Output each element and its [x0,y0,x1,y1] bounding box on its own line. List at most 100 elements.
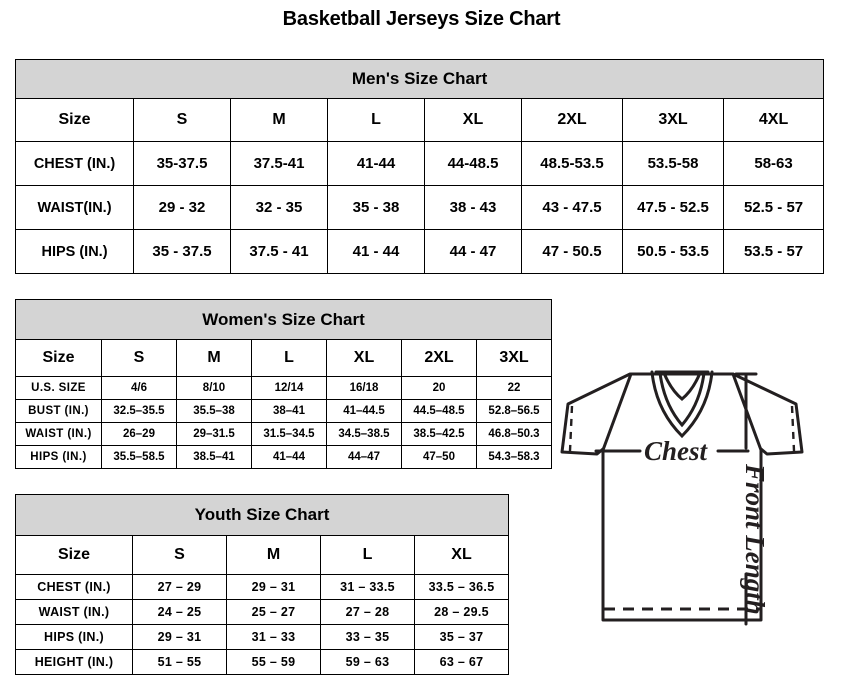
womens-waist-m: 29–31.5 [176,422,252,446]
womens-caption-row: Women's Size Chart [14,299,553,340]
mens-row-label-hips: HIPS (IN.) [15,229,134,274]
youth-col-header-xl: XL [413,535,510,575]
mens-waist-s: 29 - 32 [133,185,231,230]
womens-chart-caption: Women's Size Chart [14,299,553,340]
womens-size-chart-table: Women's Size Chart Size S M L XL 2XL 3XL… [14,299,553,469]
womens-col-header-xl: XL [326,339,402,377]
table-row: CHEST (IN.) 27 – 29 29 – 31 31 – 33.5 33… [15,574,510,600]
womens-bust-xl: 41–44.5 [326,399,402,423]
youth-row-label-height: HEIGHT (IN.) [15,649,133,675]
table-row: WAIST (IN.) 24 – 25 25 – 27 27 – 28 28 –… [15,599,510,625]
youth-chest-s: 27 – 29 [132,574,227,600]
womens-hips-l: 41–44 [251,445,327,469]
mens-chart-caption: Men's Size Chart [14,59,825,99]
mens-row-label-chest: CHEST (IN.) [15,141,134,186]
mens-chest-m: 37.5-41 [230,141,328,186]
womens-hips-xl: 44–47 [326,445,402,469]
jersey-body-shape [601,372,763,622]
youth-row-label-waist: WAIST (IN.) [15,599,133,625]
youth-waist-l: 27 – 28 [320,599,415,625]
mens-chest-3xl: 53.5-58 [622,141,724,186]
womens-hips-2xl: 47–50 [401,445,477,469]
womens-row-label-us-size: U.S. SIZE [15,376,102,400]
table-row: CHEST (IN.) 35-37.5 37.5-41 41-44 44-48.… [15,141,825,186]
womens-bust-s: 32.5–35.5 [101,399,177,423]
womens-col-header-size: Size [15,339,102,377]
mens-hips-4xl: 53.5 - 57 [722,229,825,274]
youth-height-l: 59 – 63 [320,649,415,675]
mens-hips-l: 41 - 44 [327,229,425,274]
mens-waist-3xl: 47.5 - 52.5 [622,185,724,230]
womens-bust-2xl: 44.5–48.5 [401,399,477,423]
womens-us-size-xl: 16/18 [326,376,402,400]
womens-waist-s: 26–29 [101,422,177,446]
youth-chart-caption: Youth Size Chart [14,494,510,536]
womens-row-label-waist: WAIST (IN.) [15,422,102,446]
womens-waist-xl: 34.5–38.5 [326,422,402,446]
table-row: HIPS (IN.) 35 - 37.5 37.5 - 41 41 - 44 4… [15,229,825,274]
womens-us-size-3xl: 22 [475,376,553,400]
youth-size-chart-table: Youth Size Chart Size S M L XL CHEST (IN… [14,494,510,675]
womens-col-header-m: M [176,339,252,377]
youth-chest-xl: 33.5 – 36.5 [413,574,510,600]
mens-hips-3xl: 50.5 - 53.5 [622,229,724,274]
mens-col-header-m: M [230,98,328,142]
mens-size-chart-table: Men's Size Chart Size S M L XL 2XL 3XL 4… [14,59,825,274]
mens-chest-2xl: 48.5-53.5 [521,141,623,186]
vneck-inner-collar [658,371,706,428]
mens-col-header-3xl: 3XL [622,98,724,142]
front-length-measure-label: Front Length [740,463,770,615]
youth-hips-s: 29 – 31 [132,624,227,650]
mens-waist-2xl: 43 - 47.5 [521,185,623,230]
womens-us-size-s: 4/6 [101,376,177,400]
mens-col-header-2xl: 2XL [521,98,623,142]
youth-hips-l: 33 – 35 [320,624,415,650]
mens-col-header-size: Size [15,98,134,142]
womens-col-header-2xl: 2XL [401,339,477,377]
page-title: Basketball Jerseys Size Chart [282,8,561,30]
womens-col-header-l: L [251,339,327,377]
womens-row-label-hips: HIPS (IN.) [15,445,102,469]
mens-waist-xl: 38 - 43 [424,185,522,230]
mens-header-row: Size S M L XL 2XL 3XL 4XL [15,98,825,142]
mens-col-header-xl: XL [424,98,522,142]
mens-hips-m: 37.5 - 41 [230,229,328,274]
womens-us-size-m: 8/10 [176,376,252,400]
mens-chest-xl: 44-48.5 [424,141,522,186]
chest-measure-label: Chest [644,436,709,466]
mens-waist-4xl: 52.5 - 57 [722,185,825,230]
jersey-measurement-diagram: Chest Front Length [540,352,840,672]
table-row: U.S. SIZE 4/6 8/10 12/14 16/18 20 22 [15,376,553,400]
womens-header-row: Size S M L XL 2XL 3XL [15,339,553,377]
youth-header-row: Size S M L XL [15,535,510,575]
womens-hips-s: 35.5–58.5 [101,445,177,469]
youth-hips-m: 31 – 33 [226,624,321,650]
mens-col-header-s: S [133,98,231,142]
vneck-collar-band [662,371,702,401]
womens-hips-3xl: 54.3–58.3 [475,445,553,469]
mens-col-header-4xl: 4XL [722,98,825,142]
youth-height-s: 51 – 55 [132,649,227,675]
table-row: WAIST (IN.) 26–29 29–31.5 31.5–34.5 34.5… [15,422,553,446]
youth-caption-row: Youth Size Chart [14,494,510,536]
youth-waist-xl: 28 – 29.5 [413,599,510,625]
womens-waist-l: 31.5–34.5 [251,422,327,446]
youth-hips-xl: 35 – 37 [413,624,510,650]
womens-waist-3xl: 46.8–50.3 [475,422,553,446]
youth-col-header-m: M [226,535,321,575]
youth-waist-s: 24 – 25 [132,599,227,625]
mens-col-header-l: L [327,98,425,142]
womens-us-size-l: 12/14 [251,376,327,400]
table-row: HEIGHT (IN.) 51 – 55 55 – 59 59 – 63 63 … [15,649,510,675]
womens-us-size-2xl: 20 [401,376,477,400]
youth-waist-m: 25 – 27 [226,599,321,625]
youth-row-label-hips: HIPS (IN.) [15,624,133,650]
youth-height-xl: 63 – 67 [413,649,510,675]
womens-waist-2xl: 38.5–42.5 [401,422,477,446]
youth-col-header-l: L [320,535,415,575]
mens-chest-4xl: 58-63 [722,141,825,186]
mens-caption-row: Men's Size Chart [14,59,825,99]
youth-chest-l: 31 – 33.5 [320,574,415,600]
womens-bust-l: 38–41 [251,399,327,423]
table-row: WAIST(IN.) 29 - 32 32 - 35 35 - 38 38 - … [15,185,825,230]
